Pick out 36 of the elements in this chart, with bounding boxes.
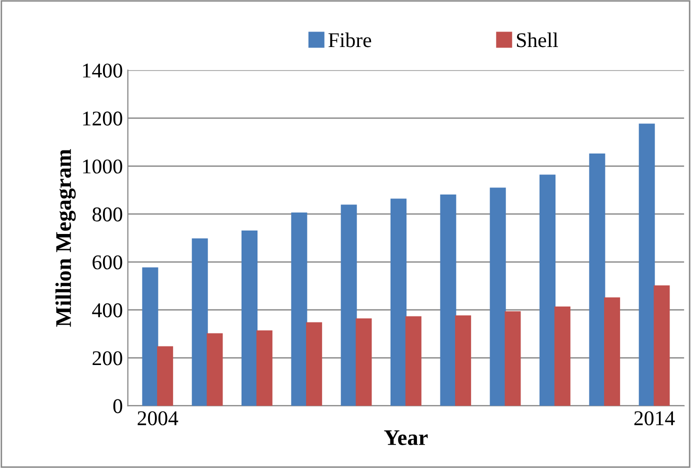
legend-label: Shell <box>516 32 558 48</box>
bar <box>405 316 422 406</box>
x-axis-title: Year <box>384 430 428 446</box>
bar <box>490 188 506 406</box>
bar <box>206 333 223 406</box>
y-tick-label: 800 <box>92 207 122 222</box>
bar <box>306 322 322 406</box>
y-tick-label: 400 <box>92 303 122 318</box>
bar <box>455 315 472 406</box>
y-tick-label: 1400 <box>83 64 122 78</box>
y-tick-label: 0 <box>113 399 122 414</box>
x-tick-label: 2004 <box>138 411 178 426</box>
bar <box>390 198 407 406</box>
bar <box>142 267 158 406</box>
bar <box>654 285 670 406</box>
bar <box>340 204 357 406</box>
legend-label: Fibre <box>328 32 372 48</box>
bar <box>540 174 556 406</box>
bar <box>589 154 606 406</box>
bar <box>440 194 456 406</box>
bar <box>356 318 372 406</box>
x-tick-label: 2014 <box>634 411 675 426</box>
bar <box>242 230 258 406</box>
bar <box>604 297 620 406</box>
bar <box>256 330 272 406</box>
y-tick-label: 200 <box>92 351 122 366</box>
bar <box>291 212 308 406</box>
bar <box>504 311 521 406</box>
y-tick-label: 1000 <box>83 159 122 174</box>
bar <box>638 124 655 406</box>
bar <box>157 346 174 406</box>
bar <box>192 238 208 406</box>
y-tick-label: 600 <box>92 255 122 270</box>
y-tick-label: 1200 <box>83 112 122 126</box>
bar <box>554 306 570 406</box>
y-axis-title: Million Megagram <box>55 149 76 327</box>
